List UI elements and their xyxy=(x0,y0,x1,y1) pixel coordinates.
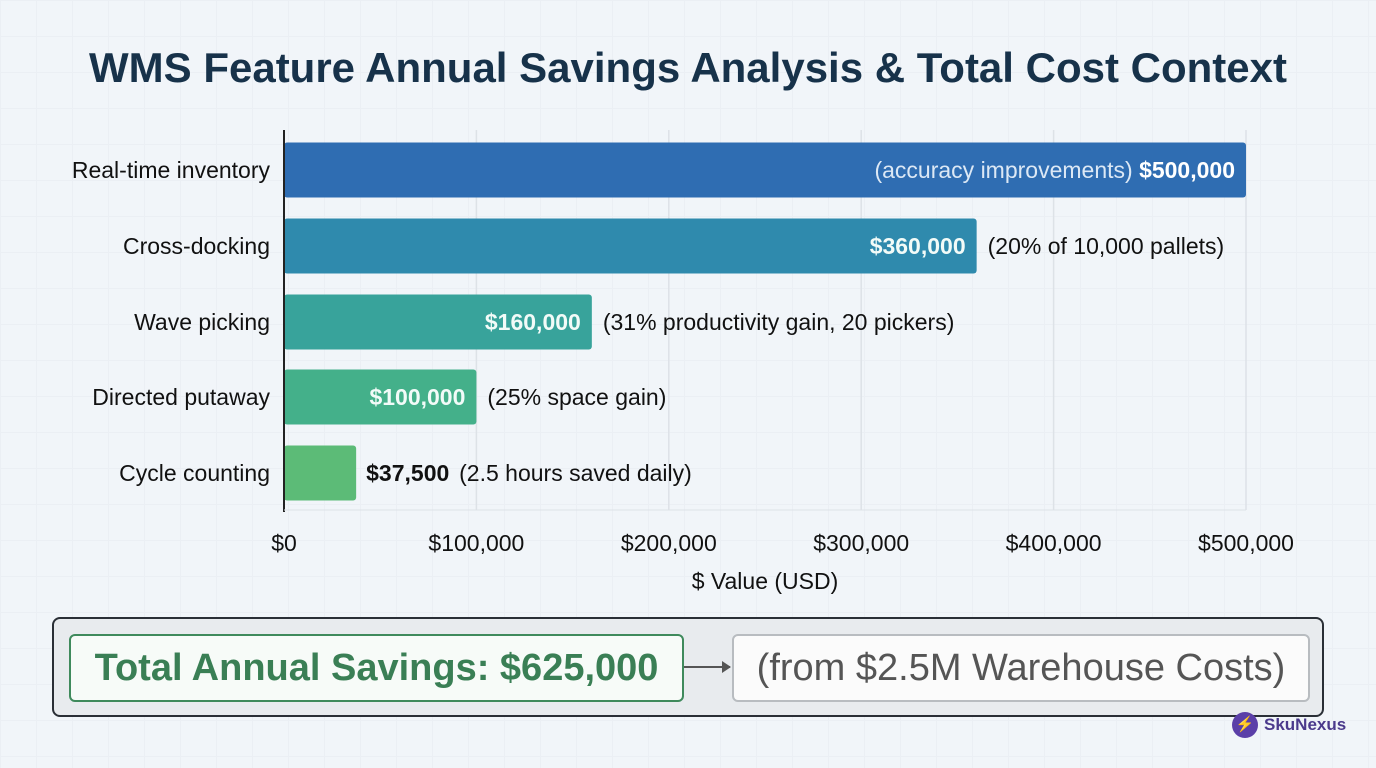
value-label: $160,000 xyxy=(485,309,581,335)
category-label: Real-time inventory xyxy=(72,157,271,183)
bar-annotation: (20% of 10,000 pallets) xyxy=(988,233,1225,259)
bar-chart: $0 $100,000 $200,000 $300,000 $400,000 $500,0… xyxy=(72,130,1294,594)
arrow-icon xyxy=(684,661,731,673)
lightning-icon: ⚡ xyxy=(1232,712,1258,738)
bar xyxy=(284,142,1246,198)
x-tick-label: $0 xyxy=(271,530,297,556)
category-label: Cross-docking xyxy=(123,233,270,259)
value-label: $100,000 xyxy=(369,384,465,410)
cost-context-box: (from $2.5M Warehouse Costs) xyxy=(732,634,1310,702)
value-label: $360,000 xyxy=(870,233,966,259)
x-tick-label: $100,000 xyxy=(428,530,524,556)
bar-annotation: (accuracy improvements) $500,000 xyxy=(874,157,1235,183)
chart-title: WMS Feature Annual Savings Analysis & To… xyxy=(89,44,1287,91)
x-tick-label: $400,000 xyxy=(1006,530,1102,556)
category-label: Cycle counting xyxy=(119,460,270,486)
x-tick-label: $200,000 xyxy=(621,530,717,556)
brand-logo: ⚡ SkuNexus xyxy=(1232,712,1346,738)
bar xyxy=(284,445,357,501)
value-label: $37,500 xyxy=(366,460,449,486)
bar xyxy=(284,294,592,350)
bar-annotation: (31% productivity gain, 20 pickers) xyxy=(603,309,955,335)
bar xyxy=(284,369,477,425)
total-savings-box: Total Annual Savings: $625,000 xyxy=(69,634,684,702)
x-tick-label: $300,000 xyxy=(813,530,909,556)
bar-annotation: (25% space gain) xyxy=(487,384,666,410)
bar-annotation: (2.5 hours saved daily) xyxy=(459,460,692,486)
bar xyxy=(284,218,977,274)
x-axis-label: $ Value (USD) xyxy=(692,568,839,594)
x-tick-label: $500,000 xyxy=(1198,530,1294,556)
brand-name: SkuNexus xyxy=(1264,715,1347,734)
category-label: Directed putaway xyxy=(92,384,270,410)
summary-panel: Total Annual Savings: $625,000 (from $2.… xyxy=(52,617,1324,717)
category-label: Wave picking xyxy=(134,309,270,335)
